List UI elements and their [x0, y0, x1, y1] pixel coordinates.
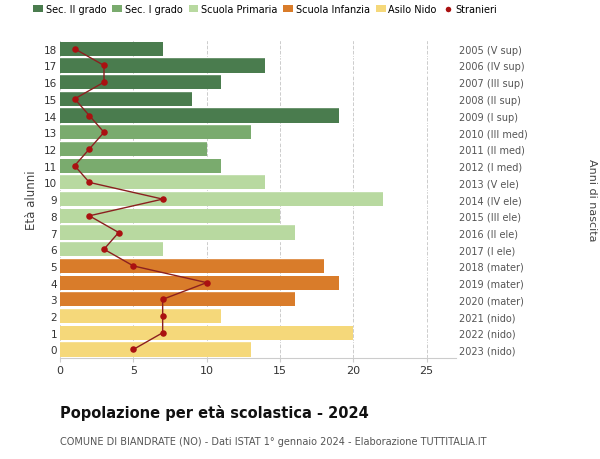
Point	[70, 162, 79, 170]
Point	[158, 330, 167, 337]
Bar	[60, 259, 324, 274]
Point	[85, 146, 94, 153]
Point	[99, 246, 109, 253]
Bar	[60, 143, 206, 157]
Bar	[60, 209, 280, 224]
Bar	[60, 193, 383, 207]
Bar	[60, 243, 163, 257]
Bar	[60, 309, 221, 324]
Point	[99, 129, 109, 137]
Point	[158, 196, 167, 203]
Bar	[60, 226, 295, 240]
Point	[99, 79, 109, 87]
Point	[128, 346, 138, 353]
Point	[70, 46, 79, 53]
Bar	[60, 59, 265, 73]
Point	[85, 112, 94, 120]
Point	[85, 179, 94, 187]
Text: Anni di nascita: Anni di nascita	[587, 158, 597, 241]
Text: COMUNE DI BIANDRATE (NO) - Dati ISTAT 1° gennaio 2024 - Elaborazione TUTTITALIA.: COMUNE DI BIANDRATE (NO) - Dati ISTAT 1°…	[60, 436, 487, 446]
Y-axis label: Età alunni: Età alunni	[25, 170, 38, 230]
Point	[128, 263, 138, 270]
Bar	[60, 76, 221, 90]
Bar	[60, 126, 251, 140]
Bar	[60, 43, 163, 57]
Bar	[60, 342, 251, 357]
Bar	[60, 159, 221, 174]
Point	[85, 213, 94, 220]
Legend: Sec. II grado, Sec. I grado, Scuola Primaria, Scuola Infanzia, Asilo Nido, Stran: Sec. II grado, Sec. I grado, Scuola Prim…	[33, 5, 497, 15]
Point	[70, 96, 79, 103]
Bar	[60, 109, 338, 123]
Bar	[60, 276, 338, 290]
Point	[99, 62, 109, 70]
Point	[114, 230, 124, 237]
Bar	[60, 292, 295, 307]
Point	[158, 296, 167, 303]
Bar	[60, 176, 265, 190]
Bar	[60, 93, 192, 107]
Text: Popolazione per età scolastica - 2024: Popolazione per età scolastica - 2024	[60, 404, 369, 420]
Point	[202, 280, 211, 287]
Bar	[60, 326, 353, 340]
Point	[158, 313, 167, 320]
